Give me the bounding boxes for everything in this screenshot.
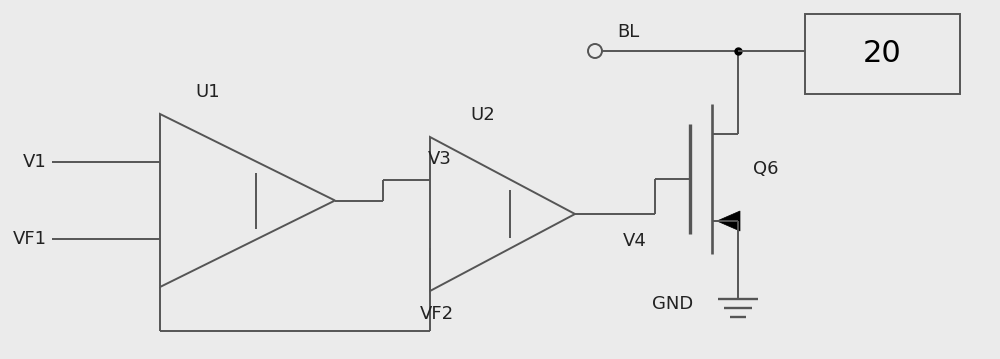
Polygon shape xyxy=(717,211,740,231)
Text: V1: V1 xyxy=(23,153,47,172)
Text: U1: U1 xyxy=(195,83,220,101)
Text: VF2: VF2 xyxy=(420,305,454,323)
Text: BL: BL xyxy=(617,23,639,41)
Text: V4: V4 xyxy=(623,232,647,250)
Text: GND: GND xyxy=(652,295,693,313)
Text: Q6: Q6 xyxy=(753,160,778,178)
Text: VF1: VF1 xyxy=(13,229,47,248)
Bar xyxy=(805,14,960,94)
Text: 20: 20 xyxy=(863,39,902,69)
Text: U2: U2 xyxy=(470,106,495,124)
Text: V3: V3 xyxy=(428,150,451,168)
